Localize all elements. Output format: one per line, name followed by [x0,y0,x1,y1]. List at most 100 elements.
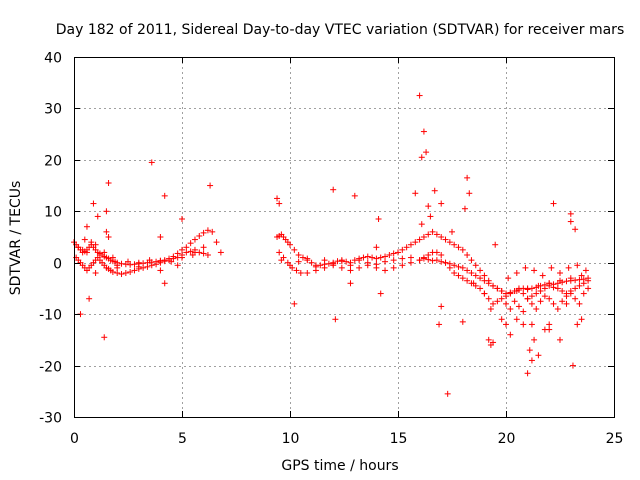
data-point [90,200,97,207]
data-point [559,288,566,294]
data-point [546,326,553,333]
data-point [567,210,574,217]
data-point [524,370,531,377]
data-point [375,216,382,222]
data-point [546,295,553,302]
data-point [399,262,406,269]
data-point [487,306,494,312]
data-point [338,258,345,265]
data-point [455,244,462,251]
data-point [131,267,138,274]
data-point [449,228,455,235]
data-point [498,288,505,294]
data-point [204,227,211,234]
data-point [382,258,389,265]
data-point [200,229,207,236]
data-point [520,290,527,297]
data-point [431,187,438,194]
data-point [572,295,579,302]
data-point [407,259,414,266]
data-point [96,252,103,258]
data-point [200,250,207,257]
data-point [582,267,589,274]
data-point [472,272,479,279]
data-point [492,241,499,248]
data-point [407,254,414,261]
data-point [191,249,198,256]
data-point [522,264,529,271]
y-axis-label: SDTVAR / TECUs [8,181,24,296]
y-tick-label: 20 [44,154,62,170]
data-point [537,298,544,305]
tick-labels: 0 5 10 15 20 25 -30 -20 -10 0 10 20 30 40 [39,51,623,448]
data-point [118,271,125,278]
data-point [464,267,471,274]
data-point [436,321,443,328]
data-point [75,244,82,251]
data-point [140,264,147,271]
data-point [360,254,367,261]
data-point [127,268,134,275]
data-point [563,300,570,307]
data-point [535,352,542,359]
data-point [520,308,527,315]
data-point [356,264,363,271]
data-point [157,257,164,264]
data-point [520,321,527,328]
data-point [274,195,281,202]
data-point [477,275,484,282]
data-point [179,216,185,222]
data-point [81,236,88,243]
data-point [170,255,177,262]
data-point [373,255,380,262]
data-point [209,228,216,235]
data-point [131,261,138,268]
data-point [515,303,522,310]
data-point [364,253,371,260]
data-point [550,284,557,291]
data-point [356,257,363,264]
data-point [550,200,557,207]
data-point [477,267,484,274]
data-point [442,236,449,243]
data-point [403,244,410,251]
data-point [373,244,380,251]
data-point [464,277,471,284]
data-point [79,246,86,253]
plot-frame [74,57,615,418]
data-point [485,295,492,302]
data-point [196,232,203,239]
data-point [451,270,458,276]
data-point [498,295,505,302]
data-point [539,272,546,279]
data-point [537,288,544,294]
data-point [332,316,339,323]
data-point [179,246,185,253]
data-point [477,285,484,292]
data-point [531,267,538,274]
data-point [574,262,581,269]
data-point [459,246,466,253]
data-point [567,275,574,282]
data-point [468,257,475,264]
data-point [83,223,90,230]
data-point [200,244,207,251]
data-point [407,241,414,248]
data-point [153,261,160,268]
data-point [433,257,440,264]
data-point [382,267,389,274]
data-point [118,260,125,267]
data-point [101,334,108,341]
data-point [114,270,121,276]
data-point [485,280,492,287]
data-point [382,253,389,260]
data-point [507,331,514,338]
data-point [287,262,293,269]
data-point [321,264,328,271]
data-point [157,267,164,274]
data-point [485,336,492,343]
data-point [420,128,427,135]
data-point [524,285,531,292]
data-point [161,192,168,199]
data-point [438,258,445,265]
